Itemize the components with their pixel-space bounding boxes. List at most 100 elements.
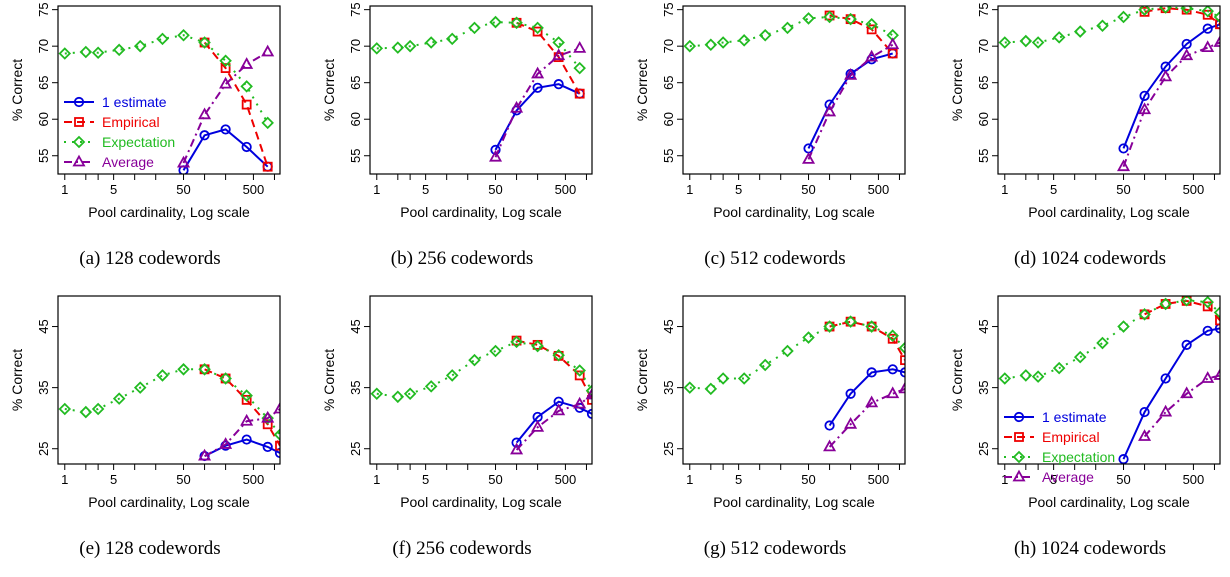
y-tick-label: 45 bbox=[36, 319, 51, 333]
point-average bbox=[273, 401, 280, 414]
point-1-estimate bbox=[845, 388, 856, 399]
point-expectation bbox=[1213, 10, 1220, 24]
point-1-estimate bbox=[1139, 406, 1150, 418]
legend-label-empirical: Empirical bbox=[1042, 429, 1100, 445]
series-line-empirical bbox=[516, 21, 581, 95]
point-expectation bbox=[1213, 306, 1220, 319]
point-expectation bbox=[79, 405, 93, 419]
point-1-estimate bbox=[866, 367, 877, 378]
point-average bbox=[1116, 159, 1131, 172]
y-tick-label: 55 bbox=[348, 149, 363, 163]
y-axis-title: % Correct bbox=[321, 59, 337, 121]
legend: 1 estimate Empirical Expectation Average bbox=[64, 94, 175, 170]
point-expectation bbox=[240, 389, 253, 402]
y-tick-label: 60 bbox=[661, 112, 676, 126]
point-1-estimate bbox=[1160, 373, 1171, 384]
legend: 1 estimate Empirical Expectation Average bbox=[1004, 409, 1115, 485]
y-tick-label: 60 bbox=[36, 112, 51, 126]
y-tick-label: 35 bbox=[976, 380, 991, 394]
y-axis-title: % Correct bbox=[9, 59, 25, 121]
point-average bbox=[844, 68, 858, 80]
y-tick-label: 70 bbox=[36, 39, 51, 53]
point-average bbox=[510, 442, 524, 455]
series-line-average bbox=[204, 408, 280, 457]
x-tick-label: 50 bbox=[488, 472, 502, 487]
chart-panel-h: 1 5 50 500 25 35 45 Pool cardinality, Log scale… bbox=[940, 290, 1230, 577]
plot-frame bbox=[997, 295, 1221, 465]
y-tick-label: 25 bbox=[348, 441, 363, 455]
point-expectation bbox=[273, 428, 280, 441]
point-1-estimate bbox=[1181, 38, 1192, 50]
legend-marker-expectation bbox=[72, 135, 86, 149]
x-tick-label: 500 bbox=[555, 182, 577, 197]
point-expectation bbox=[758, 28, 772, 42]
chart-svg: 1 5 50 500 55 60 65 70 75 Pool cardinality, Log s… bbox=[321, 2, 593, 220]
y-tick-label: 70 bbox=[348, 39, 363, 53]
point-1-estimate bbox=[199, 130, 210, 141]
point-average bbox=[552, 48, 566, 61]
point-average bbox=[510, 100, 524, 113]
chart-panel-e: 1 5 50 500 25 35 45 Pool cardinality, Log scale… bbox=[0, 290, 300, 577]
point-average bbox=[573, 396, 587, 409]
point-empirical bbox=[220, 63, 231, 73]
y-axis-title: % Correct bbox=[949, 59, 965, 121]
point-expectation bbox=[1052, 31, 1066, 44]
x-tick-label: 500 bbox=[868, 182, 890, 197]
point-expectation bbox=[112, 43, 126, 57]
plot-frame bbox=[682, 5, 906, 175]
point-1-estimate bbox=[241, 141, 252, 153]
point-expectation bbox=[198, 363, 211, 376]
chart-svg: 1 5 50 500 55 60 65 70 75 Pool cardinality, Log s… bbox=[9, 2, 281, 220]
y-tick-label: 35 bbox=[348, 380, 363, 394]
point-average bbox=[886, 386, 900, 399]
legend-label-expectation: Expectation bbox=[1042, 449, 1115, 465]
series-line-empirical bbox=[203, 41, 269, 168]
point-empirical bbox=[241, 394, 252, 405]
point-average bbox=[198, 448, 212, 461]
point-expectation bbox=[552, 36, 565, 49]
x-tick-label: 50 bbox=[488, 182, 502, 197]
point-average bbox=[1213, 368, 1220, 380]
y-tick-label: 75 bbox=[36, 2, 51, 16]
point-average bbox=[219, 76, 233, 89]
point-expectation bbox=[391, 41, 405, 54]
point-1-estimate bbox=[241, 434, 252, 445]
point-average bbox=[1138, 102, 1152, 115]
point-1-estimate bbox=[1118, 454, 1129, 464]
point-average bbox=[1159, 69, 1173, 82]
plot-frame bbox=[369, 5, 593, 175]
series-line-average bbox=[1122, 41, 1220, 168]
point-expectation bbox=[704, 38, 718, 51]
point-1-estimate bbox=[803, 143, 814, 154]
legend-label-expectation: Expectation bbox=[102, 134, 175, 150]
chart-panel-b: 1 5 50 500 55 60 65 70 75 Pool cardinality, Log s… bbox=[312, 0, 612, 287]
panel-caption: (a) 128 codewords bbox=[79, 248, 221, 269]
point-expectation bbox=[445, 32, 459, 46]
point-expectation bbox=[1096, 19, 1109, 32]
series-line-1-estimate bbox=[494, 83, 581, 151]
series-line-expectation bbox=[689, 15, 894, 48]
series-line-expectation bbox=[689, 320, 905, 390]
x-tick-label: 1 bbox=[373, 182, 380, 197]
point-expectation bbox=[1159, 297, 1172, 311]
point-expectation bbox=[531, 21, 544, 35]
x-tick-label: 50 bbox=[801, 472, 815, 487]
point-expectation bbox=[585, 384, 592, 397]
plot-frame bbox=[997, 5, 1221, 175]
x-tick-label: 50 bbox=[1116, 182, 1130, 197]
point-expectation bbox=[844, 12, 857, 26]
x-axis-title: Pool cardinality, Log scale bbox=[400, 204, 562, 220]
point-expectation bbox=[156, 32, 169, 46]
legend-marker-1-estimate bbox=[1013, 411, 1025, 423]
point-expectation bbox=[1201, 296, 1214, 309]
point-average bbox=[801, 152, 816, 164]
point-empirical bbox=[900, 355, 905, 366]
y-tick-label: 65 bbox=[976, 75, 991, 89]
point-average bbox=[1201, 40, 1215, 53]
point-expectation bbox=[683, 381, 697, 394]
point-average bbox=[261, 44, 275, 57]
point-average bbox=[865, 395, 879, 408]
point-expectation bbox=[58, 402, 72, 416]
series-line-average bbox=[494, 47, 581, 158]
